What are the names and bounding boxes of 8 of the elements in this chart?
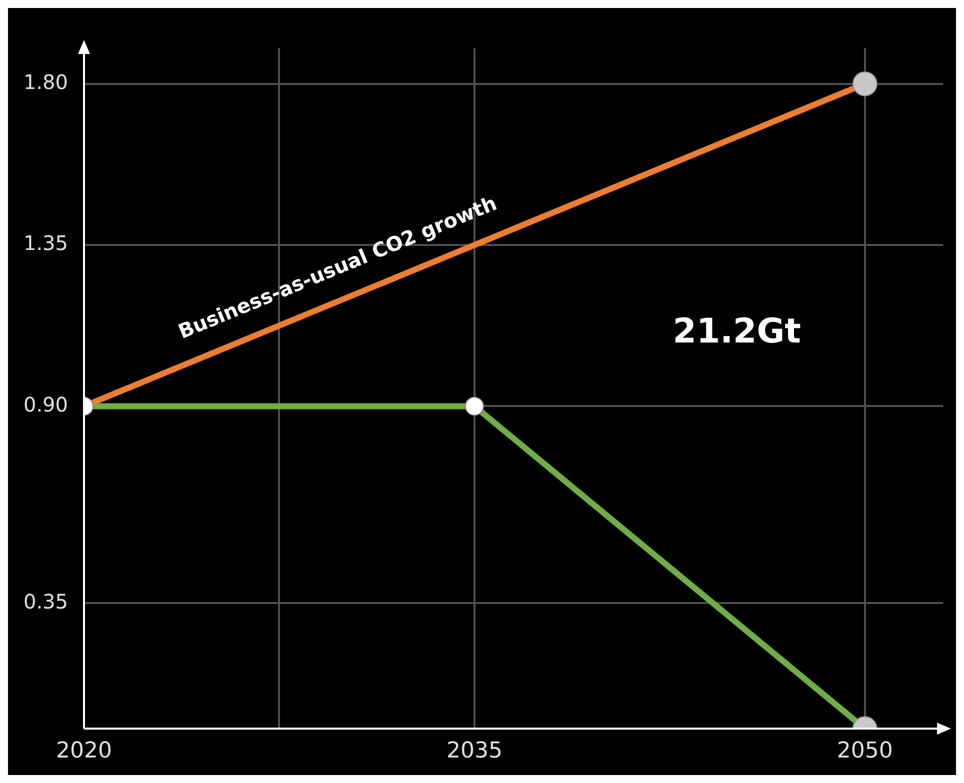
x-tick-label: 2020 — [56, 738, 112, 764]
y-tick-label: 1.80 — [23, 70, 68, 94]
y-tick-label: 0.35 — [23, 589, 68, 614]
y-tick-label: 0.90 — [23, 392, 68, 416]
x-tick-label: 2035 — [446, 738, 502, 764]
y-tick-label: 1.35 — [23, 231, 68, 256]
annotation: 21.2Gt — [672, 312, 801, 352]
x-tick-label: 2050 — [836, 738, 893, 764]
